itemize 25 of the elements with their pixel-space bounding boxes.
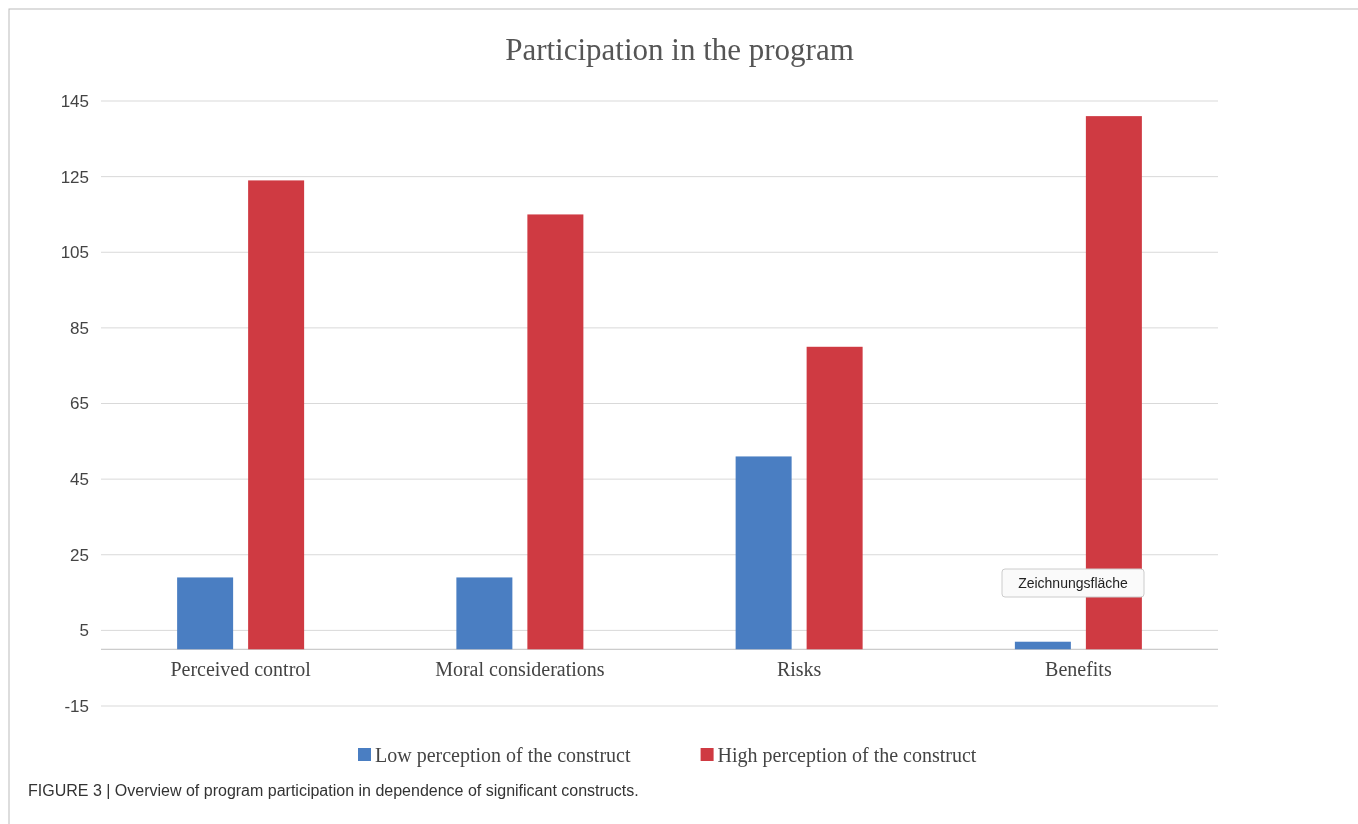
bar <box>806 346 863 650</box>
annotation: Zeichnungsfläche <box>1018 574 1129 591</box>
x-tick-label: Risks <box>776 658 822 681</box>
bar <box>177 577 234 650</box>
legend-label: High perception of the construct <box>717 744 977 767</box>
caption: FIGURE 3 | Overview of program participation in dependence of significant constructs. <box>28 782 639 799</box>
bar <box>735 456 792 650</box>
x-tick-label: Benefits <box>1045 658 1112 681</box>
legend-label: Low perception of the construct <box>375 744 631 767</box>
chart-title: Participation in the program <box>505 32 854 67</box>
y-tick-label: 85 <box>70 318 89 338</box>
x-tick-label: Perceived control <box>170 658 312 681</box>
y-tick-label: 5 <box>79 621 89 641</box>
y-tick-label: 125 <box>60 167 89 187</box>
y-tick-label: 105 <box>60 243 89 263</box>
y-tick-label: -15 <box>64 696 89 716</box>
y-tick-label: 45 <box>70 470 89 490</box>
bar <box>1014 641 1071 650</box>
y-tick-label: 145 <box>60 91 89 111</box>
y-tick-label: 25 <box>70 545 89 565</box>
bar <box>248 180 305 650</box>
y-tick-label: 65 <box>70 394 89 414</box>
bar <box>527 214 584 650</box>
x-tick-label: Moral considerations <box>435 658 605 681</box>
bar <box>456 577 513 650</box>
